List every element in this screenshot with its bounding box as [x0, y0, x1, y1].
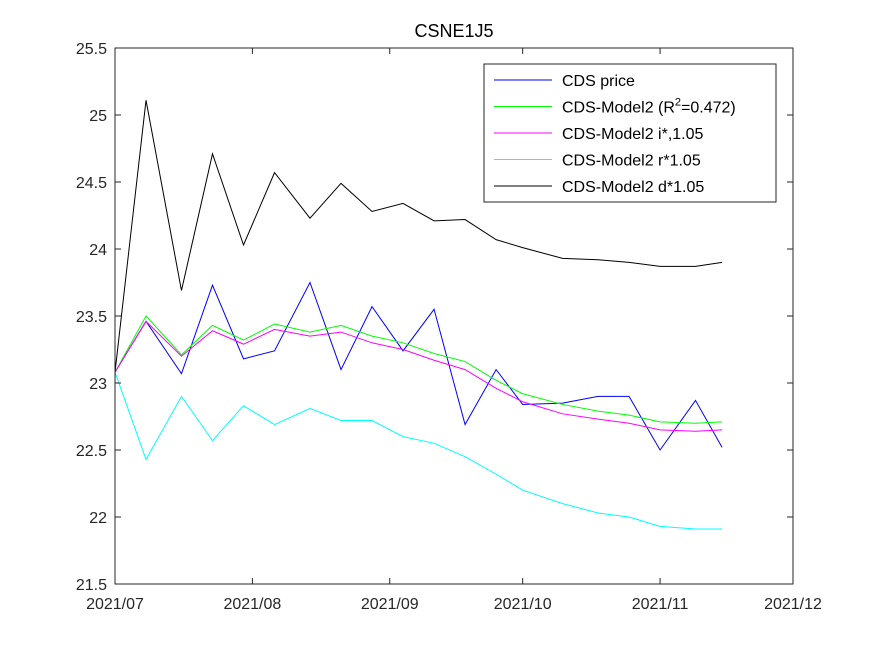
x-tick-label: 2021/11 [632, 596, 689, 613]
y-tick-label: 22 [89, 510, 107, 527]
y-tick-label: 25 [89, 108, 107, 125]
x-tick-label: 2021/08 [223, 596, 281, 613]
chart-title: CSNE1J5 [414, 21, 493, 41]
y-tick-label: 25.5 [76, 41, 107, 58]
legend-label-2: CDS-Model2 (R2=0.472) [562, 97, 736, 117]
series-line-1 [114, 281, 723, 451]
series-line-4 [114, 372, 723, 530]
y-tick-label: 22.5 [76, 443, 107, 460]
y-tick-label: 24 [89, 242, 107, 259]
legend-label-4: CDS-Model2 r*1.05 [562, 153, 701, 170]
y-tick-label: 24.5 [76, 175, 107, 192]
axes: 21.5 22 22.5 23 23.5 24 24.5 25 25.5 2021/07 2021/… [76, 41, 822, 613]
y-tick-label: 23 [89, 376, 107, 393]
series-line-5 [114, 100, 723, 373]
x-tick-label: 2021/10 [494, 596, 552, 613]
legend: CDS price CDS-Model2 (R2=0.472) CDS-Model2… [483, 63, 777, 203]
legend-label-1: CDS price [562, 73, 635, 90]
x-tick-label: 2021/07 [86, 596, 144, 613]
legend-label-3: CDS-Model2 i*,1.05 [562, 126, 704, 143]
y-tick-label: 21.5 [76, 577, 107, 594]
series-layer [114, 100, 723, 530]
series-line-3 [114, 320, 723, 432]
series-line-2 [114, 315, 723, 424]
x-tick-label: 2021/09 [361, 596, 419, 613]
y-tick-label: 23.5 [76, 309, 107, 326]
x-tick-label: 2021/12 [764, 596, 822, 613]
legend-label-5: CDS-Model2 d*1.05 [562, 179, 704, 196]
